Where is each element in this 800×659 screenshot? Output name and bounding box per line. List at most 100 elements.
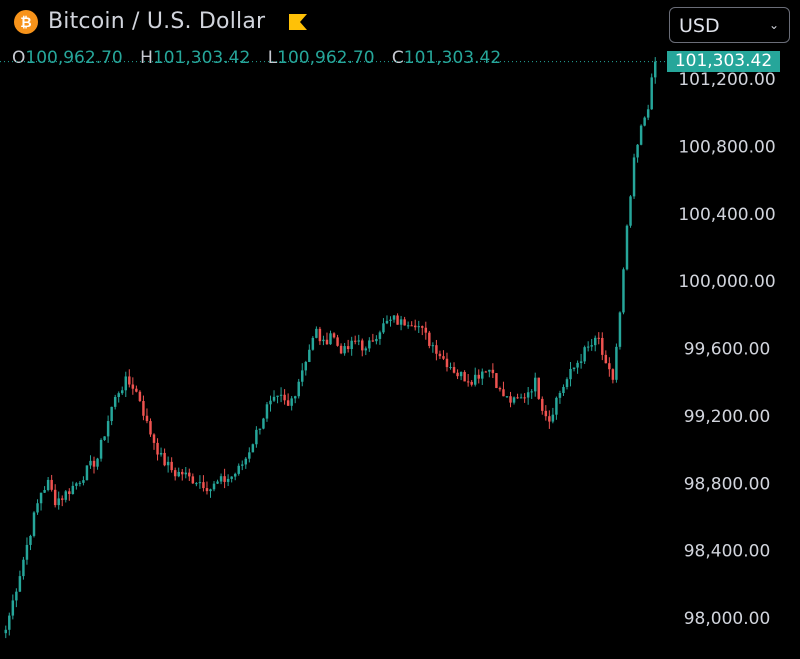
- candle-up: [46, 479, 50, 491]
- candle-up: [121, 390, 124, 394]
- candle-up: [78, 482, 82, 484]
- candle-down: [336, 337, 339, 346]
- candle-up: [406, 325, 410, 327]
- high-value: 101,303.42: [152, 48, 251, 68]
- candle-up: [315, 328, 318, 338]
- candle-up: [110, 406, 113, 422]
- y-tick-label: 101,200.00: [678, 70, 775, 90]
- candle-up: [269, 400, 272, 405]
- candle-up: [590, 345, 593, 347]
- candle-up: [389, 319, 392, 321]
- candle-up: [32, 512, 36, 536]
- candle-down: [371, 340, 375, 342]
- candle-up: [399, 319, 403, 325]
- candle-up: [64, 491, 68, 500]
- candle-down: [452, 367, 456, 373]
- candle-up: [632, 157, 636, 197]
- candle-up: [177, 471, 180, 477]
- candle-up: [481, 371, 484, 379]
- y-tick-label: 100,400.00: [678, 205, 775, 225]
- candle-up: [449, 367, 452, 369]
- candle-down: [523, 397, 526, 399]
- y-tick-label: 98,400.00: [684, 542, 771, 562]
- candle-down: [149, 421, 152, 435]
- candle-up: [629, 196, 632, 226]
- candle-down: [537, 377, 540, 399]
- candle-down: [283, 394, 286, 401]
- candle-up: [85, 465, 89, 481]
- currency-select[interactable]: USD ⌄: [669, 7, 790, 43]
- flag-icon[interactable]: [288, 13, 308, 31]
- candle-down: [502, 389, 505, 397]
- candle-down: [361, 340, 364, 351]
- candle-down: [145, 415, 149, 422]
- candle-down: [413, 325, 417, 328]
- candle-up: [505, 396, 509, 398]
- candle-up: [29, 535, 32, 545]
- symbol-title: Bitcoin / U.S. Dollar: [48, 9, 266, 34]
- candle-up: [526, 392, 530, 398]
- candle-up: [562, 387, 565, 394]
- candle-up: [198, 482, 202, 484]
- candle-down: [424, 327, 428, 333]
- candle-down: [53, 489, 57, 506]
- candle-up: [618, 312, 622, 347]
- close-value: 101,303.42: [403, 48, 502, 68]
- candle-up: [209, 489, 212, 492]
- candle-up: [622, 269, 625, 313]
- candle-up: [276, 395, 279, 397]
- y-tick-label: 99,600.00: [684, 340, 771, 360]
- low-value: 100,962.70: [277, 48, 375, 68]
- candle-up: [166, 461, 170, 466]
- candle-up: [36, 503, 39, 513]
- y-tick-label: 98,800.00: [684, 474, 771, 494]
- candle-down: [544, 410, 548, 417]
- candle-up: [15, 591, 18, 601]
- candle-down: [456, 372, 459, 377]
- candle-up: [569, 368, 572, 380]
- candle-up: [459, 372, 463, 377]
- candle-down: [131, 384, 135, 389]
- candle-up: [350, 340, 353, 350]
- candle-down: [466, 381, 470, 383]
- candle-down: [191, 476, 195, 484]
- candle-up: [382, 323, 385, 333]
- candle-up: [106, 421, 110, 437]
- high-label: H: [140, 48, 153, 68]
- candle-up: [57, 498, 60, 506]
- candle-down: [142, 401, 145, 416]
- candle-down: [128, 376, 131, 385]
- candle-up: [378, 332, 382, 339]
- candle-up: [364, 348, 368, 351]
- candle-up: [293, 396, 297, 399]
- currency-selected-value: USD: [679, 15, 720, 37]
- candle-down: [445, 358, 449, 368]
- candle-up: [159, 452, 163, 455]
- candle-up: [89, 460, 92, 466]
- candle-down: [470, 381, 473, 385]
- candle-up: [75, 483, 78, 486]
- candle-up: [519, 397, 523, 399]
- chevron-down-icon: ⌄: [768, 18, 779, 32]
- candle-up: [579, 361, 583, 363]
- bitcoin-icon: ₿: [14, 10, 38, 34]
- candle-down: [339, 345, 343, 354]
- candle-up: [258, 428, 262, 430]
- candle-down: [491, 369, 495, 374]
- candle-down: [410, 325, 413, 327]
- candle-up: [237, 465, 240, 474]
- candle-up: [262, 418, 265, 429]
- candle-down: [477, 374, 480, 379]
- chart-header: ₿ Bitcoin / U.S. Dollar USD ⌄: [0, 0, 800, 50]
- candle-up: [96, 458, 99, 467]
- candle-down: [188, 472, 191, 477]
- open-value: 100,962.70: [25, 48, 123, 68]
- candle-up: [329, 333, 332, 345]
- candle-up: [593, 337, 597, 346]
- candle-up: [272, 396, 276, 401]
- candle-up: [113, 397, 117, 407]
- candle-down: [50, 479, 53, 490]
- candle-down: [495, 373, 498, 388]
- candle-up: [301, 370, 304, 382]
